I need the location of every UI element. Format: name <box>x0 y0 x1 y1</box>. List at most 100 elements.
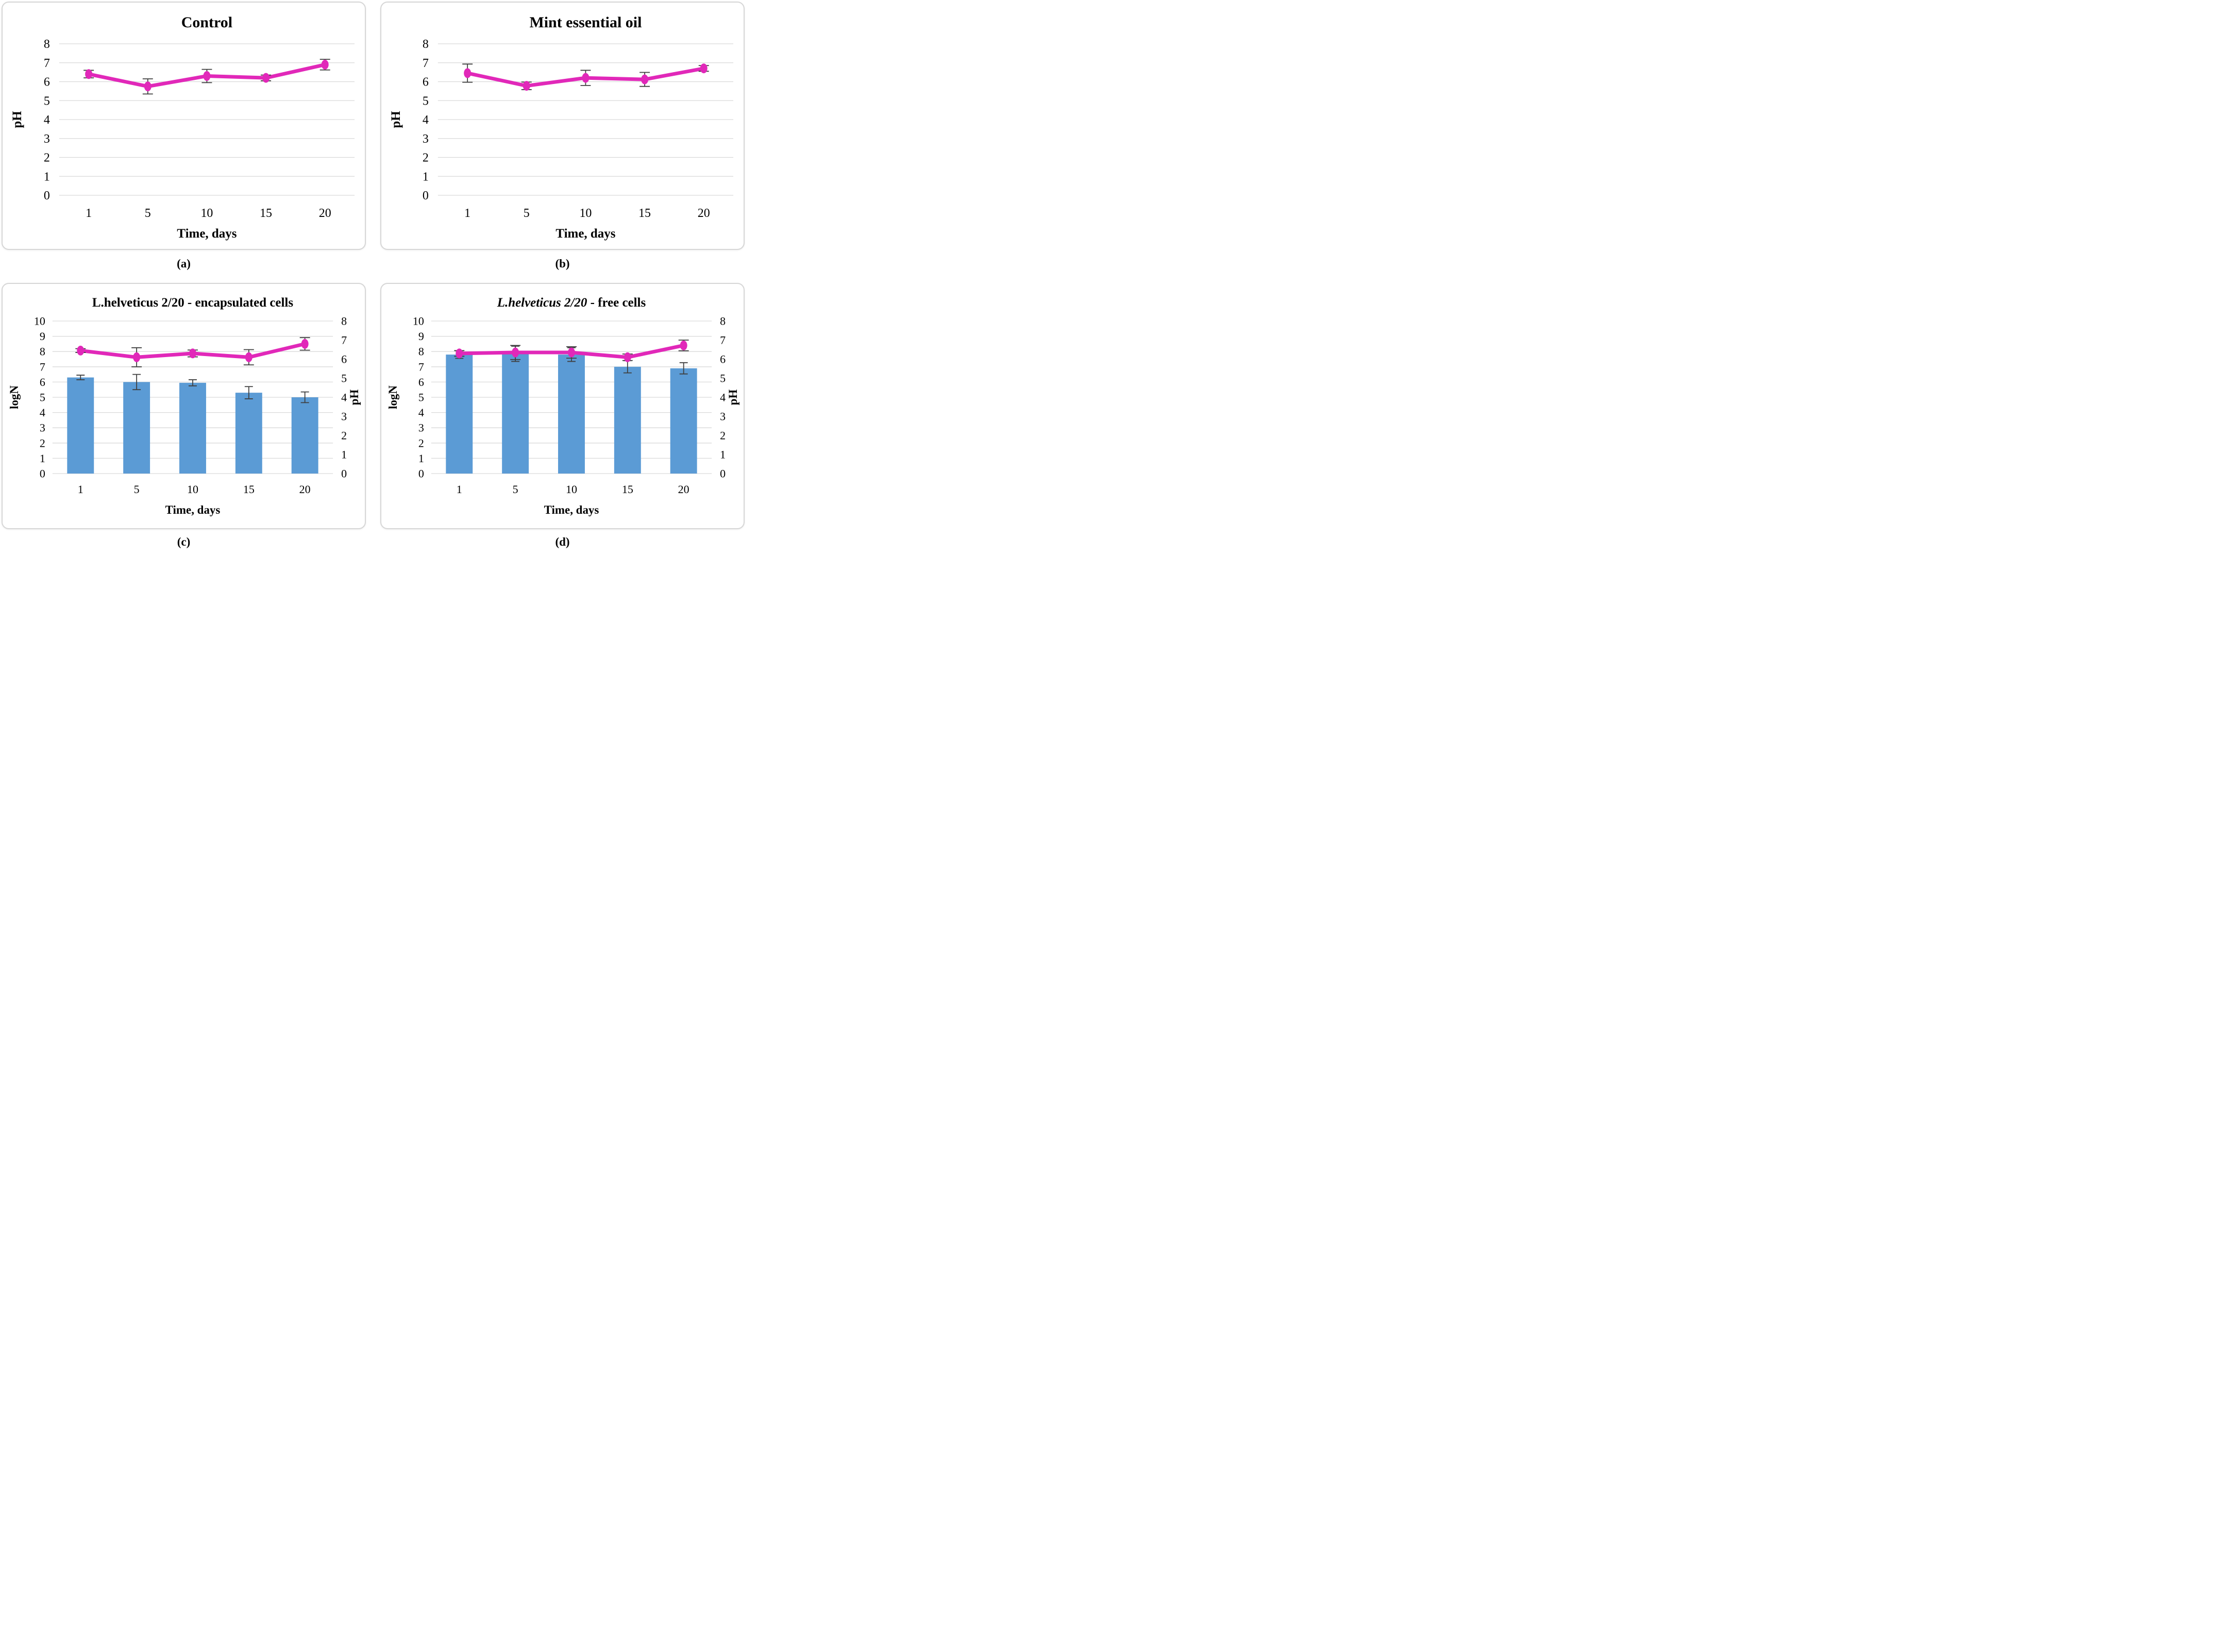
x-tick-label: 1 <box>78 483 83 496</box>
line-marker <box>680 340 687 350</box>
chart-d-svg: L.helveticus 2/20 - free cells 0 1 2 3 4 5 6 7 8 9… <box>386 296 739 516</box>
x-tick-label: 20 <box>319 207 331 220</box>
right-tick-label: 2 <box>341 429 347 442</box>
y-tick-label: 7 <box>418 360 424 373</box>
bar-series-logN <box>446 345 697 474</box>
x-axis-tick-labels: 1 5 10 15 20 <box>78 483 311 496</box>
line-marker <box>456 348 463 359</box>
panel-title: Mint essential oil <box>529 14 642 31</box>
x-axis-label: Time, days <box>165 503 221 516</box>
y-tick-label: 0 <box>40 467 45 480</box>
caption-b: (b) <box>555 257 570 270</box>
y-tick-label: 0 <box>423 189 429 203</box>
x-tick-label: 1 <box>457 483 462 496</box>
x-tick-label: 10 <box>187 483 198 496</box>
line-marker <box>85 69 93 79</box>
right-tick-label: 2 <box>720 429 726 442</box>
y-axis-tick-labels: 0 1 2 3 4 5 6 7 8 <box>44 38 50 203</box>
y-tick-label: 3 <box>423 132 429 146</box>
y-tick-label: 9 <box>418 330 424 343</box>
four-panel-figure: Control 0 1 2 3 4 5 6 7 8 pH 1 5 10 15 20 Time, days Min… <box>0 0 746 551</box>
y-axis-label: logN <box>8 385 21 409</box>
right-tick-label: 3 <box>341 410 347 423</box>
panel-b-mint-oil-chart: Mint essential oil 0 1 2 3 4 5 6 7 8 pH 1 5 10 15 20 Tim… <box>380 2 745 250</box>
panel-c-encapsulated-cells-chart: L.helveticus 2/20 - encapsulated cells 0 1… <box>2 283 366 529</box>
panel-d-free-cells-chart: L.helveticus 2/20 - free cells 0 1 2 3 4 5 6 7 8 9… <box>380 283 745 529</box>
x-tick-label: 15 <box>638 207 651 220</box>
y-tick-label: 5 <box>423 94 429 108</box>
line-series-pH <box>454 340 689 362</box>
x-tick-label: 20 <box>698 207 710 220</box>
y-tick-label: 1 <box>423 170 429 183</box>
x-tick-label: 1 <box>86 207 92 220</box>
right-tick-label: 6 <box>720 352 726 365</box>
y-tick-label: 7 <box>423 57 429 70</box>
bar <box>179 382 206 474</box>
line-marker <box>301 339 309 349</box>
right-tick-label: 7 <box>720 333 726 346</box>
bar <box>235 393 262 474</box>
line-marker <box>624 352 631 362</box>
bar-series-logN <box>67 374 318 474</box>
line-marker <box>582 73 590 83</box>
right-tick-label: 4 <box>341 391 347 403</box>
x-tick-label: 15 <box>260 207 272 220</box>
x-tick-label: 20 <box>678 483 689 496</box>
x-axis-label: Time, days <box>555 227 615 241</box>
caption-c: (c) <box>177 535 191 548</box>
x-tick-label: 10 <box>200 207 213 220</box>
line-series-pH <box>75 337 310 367</box>
right-axis-tick-labels: 0 1 2 3 4 5 6 7 8 <box>720 314 726 480</box>
line-marker <box>700 63 708 74</box>
y-tick-label: 8 <box>423 38 429 51</box>
right-tick-label: 8 <box>720 314 726 327</box>
y-tick-label: 0 <box>418 467 424 480</box>
bar <box>67 377 94 474</box>
bar <box>123 382 150 474</box>
x-tick-label: 5 <box>513 483 518 496</box>
y-tick-label: 2 <box>40 436 45 449</box>
y-tick-label: 3 <box>40 422 45 434</box>
right-tick-label: 0 <box>341 467 347 480</box>
chart-c-svg: L.helveticus 2/20 - encapsulated cells 0 1… <box>8 296 361 516</box>
y-tick-label: 3 <box>418 422 424 434</box>
right-tick-label: 5 <box>341 372 347 384</box>
x-axis-label: Time, days <box>544 503 599 516</box>
y-axis-tick-labels: 0 1 2 3 4 5 6 7 8 <box>423 38 429 203</box>
panel-title: L.helveticus 2/20 - free cells <box>497 296 646 310</box>
y-tick-label: 8 <box>418 345 424 358</box>
y-axis-label: pH <box>10 111 24 128</box>
line-marker <box>567 347 575 358</box>
bar <box>670 368 697 474</box>
y-tick-label: 2 <box>423 151 429 165</box>
y-tick-label: 1 <box>40 452 45 465</box>
y-tick-label: 10 <box>34 314 45 327</box>
line-marker <box>203 71 211 81</box>
line-marker <box>321 59 329 70</box>
right-tick-label: 6 <box>341 352 347 365</box>
y-axis-tick-labels: 0 1 2 3 4 5 6 7 8 9 10 <box>413 314 424 480</box>
bar <box>502 353 529 474</box>
x-tick-label: 10 <box>566 483 577 496</box>
y-axis-tick-labels: 0 1 2 3 4 5 6 7 8 9 10 <box>34 314 45 480</box>
line-marker <box>262 73 270 83</box>
right-axis-label: pH <box>348 390 361 406</box>
panel-title: L.helveticus 2/20 - encapsulated cells <box>92 296 293 310</box>
bar-error-bar <box>679 362 688 375</box>
x-tick-label: 15 <box>622 483 633 496</box>
y-tick-label: 6 <box>418 376 424 389</box>
x-tick-label: 5 <box>524 207 530 220</box>
bar <box>558 355 585 474</box>
y-tick-label: 5 <box>40 391 45 403</box>
y-tick-label: 4 <box>40 406 45 419</box>
y-tick-label: 2 <box>44 151 50 165</box>
right-axis-tick-labels: 0 1 2 3 4 5 6 7 8 <box>341 314 347 480</box>
line-marker <box>641 74 649 85</box>
y-tick-label: 5 <box>418 391 424 403</box>
right-axis-label: pH <box>727 390 739 406</box>
line-marker <box>77 345 85 356</box>
x-tick-label: 5 <box>134 483 140 496</box>
y-tick-label: 10 <box>413 314 424 327</box>
